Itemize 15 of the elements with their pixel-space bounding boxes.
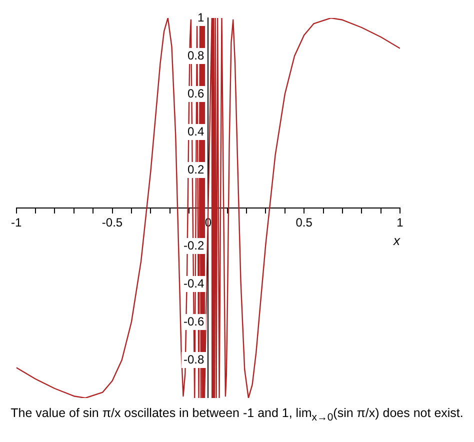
y-tick-label: -0.2 (183, 238, 204, 252)
y-tick-label: -0.8 (183, 352, 204, 366)
y-tick-label: -0.4 (183, 276, 204, 290)
y-tick-label: 0.4 (187, 124, 204, 138)
x-axis-title: x (392, 232, 400, 248)
x-tick-label: 0.5 (296, 216, 313, 230)
x-tick-label: -1 (11, 216, 22, 230)
y-tick-label: 0.2 (187, 162, 204, 176)
y-tick-label: 1 (197, 10, 204, 24)
y-tick-label: 0.8 (187, 48, 204, 62)
x-tick-label: -0.5 (102, 216, 123, 230)
text: The value of sin π/x oscillates in between -1 and 1, lim$_{x→0}$(sin π/x) does not exist. (10, 406, 464, 424)
x-tick-label: 1 (396, 216, 404, 230)
y-tick-label: 0.6 (187, 86, 204, 100)
y-tick-label: -0.6 (183, 314, 204, 328)
